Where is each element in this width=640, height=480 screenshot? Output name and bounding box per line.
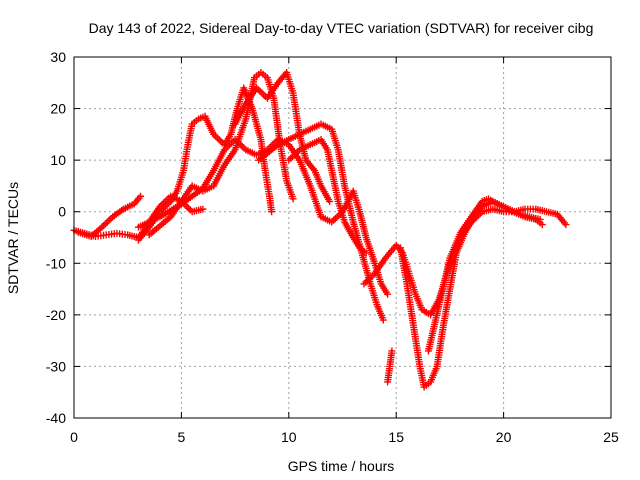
- x-tick-label: 15: [388, 429, 404, 445]
- y-tick-label: -10: [46, 255, 66, 271]
- y-tick-label: -30: [46, 358, 66, 374]
- grid-lines: [74, 57, 611, 418]
- data-point: [384, 290, 392, 298]
- x-tick-label: 10: [281, 429, 297, 445]
- series-satellite-track-7: [255, 120, 387, 324]
- series-satellite-track-2: [74, 192, 145, 240]
- series-satellite-track-8: [285, 136, 370, 257]
- x-tick-label: 25: [603, 429, 619, 445]
- x-tick-label: 5: [178, 429, 186, 445]
- data-point: [199, 205, 207, 213]
- y-tick-label: 30: [50, 49, 66, 65]
- data-points: [70, 68, 570, 391]
- series-satellite-track-11: [424, 195, 544, 355]
- axis-ticks: [73, 56, 612, 419]
- data-point: [538, 221, 546, 229]
- data-point: [362, 249, 370, 257]
- data-point: [289, 195, 297, 203]
- y-tick-label: -20: [46, 307, 66, 323]
- series-satellite-track-4: [145, 68, 297, 239]
- data-point: [268, 208, 276, 216]
- series-satellite-track-10: [396, 197, 546, 391]
- y-axis-label: SDTVAR / TECUs: [5, 182, 21, 294]
- data-point: [388, 347, 396, 355]
- x-tick-labels: 0 5 10 15 20 25: [70, 429, 619, 445]
- data-point: [562, 221, 570, 229]
- data-point: [379, 316, 387, 324]
- y-tick-label: 20: [50, 101, 66, 117]
- data-point: [326, 197, 334, 205]
- series-satellite-track-12: [384, 347, 396, 386]
- y-tick-labels: -40 -30 -20 -10 0 10 20 30: [46, 49, 66, 426]
- x-tick-label: 0: [70, 429, 78, 445]
- y-tick-label: -40: [46, 410, 66, 426]
- x-tick-label: 20: [496, 429, 512, 445]
- data-point: [137, 192, 145, 200]
- x-axis-label: GPS time / hours: [288, 458, 395, 474]
- y-tick-label: 0: [58, 204, 66, 220]
- plot-frame: [73, 56, 612, 419]
- data-point: [536, 215, 544, 223]
- y-tick-label: 10: [50, 152, 66, 168]
- chart-title: Day 143 of 2022, Sidereal Day-to-day VTE…: [89, 20, 594, 36]
